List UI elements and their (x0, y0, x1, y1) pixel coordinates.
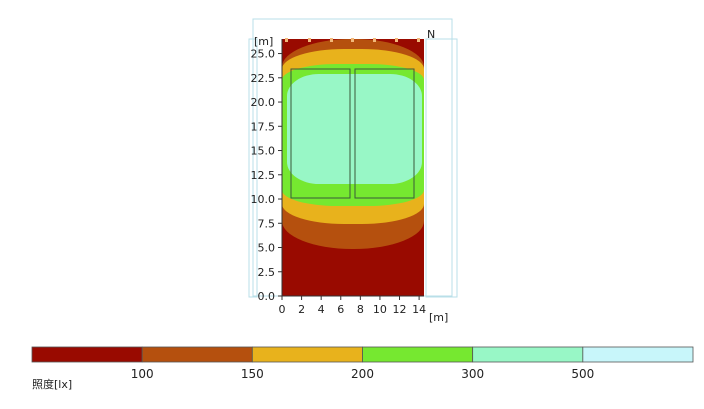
legend-swatch (31, 346, 143, 363)
x-axis-ticks: 0 2 4 6 8 10 12 14 (279, 296, 426, 316)
legend-tick-label: 500 (571, 367, 594, 381)
x-tick-label: 4 (318, 303, 325, 316)
x-tick-label: 14 (412, 303, 426, 316)
legend-tick-label: 150 (241, 367, 264, 381)
top-edge-marker (351, 38, 354, 42)
y-tick-label: 2.5 (258, 266, 276, 279)
y-tick-label: 12.5 (251, 169, 276, 182)
legend-title: 照度[lx] (32, 377, 72, 391)
legend-swatch (362, 346, 474, 363)
legend-swatch (582, 346, 694, 363)
x-tick-label: 12 (393, 303, 407, 316)
legend-tick-label: 100 (131, 367, 154, 381)
x-tick-label: 2 (298, 303, 305, 316)
top-edge-marker (330, 38, 333, 42)
x-tick-label: 10 (373, 303, 387, 316)
wall-right-outline (425, 38, 458, 298)
y-axis-ticks: 0.0 2.5 5.0 7.5 10.0 12.5 15.0 17.5 20.0 22.5 25.0 (251, 48, 282, 303)
luminaire-area-left (290, 68, 351, 199)
y-tick-label: 0.0 (258, 290, 276, 303)
y-tick-label: 17.5 (251, 120, 276, 133)
top-edge-markers (285, 38, 420, 42)
y-tick-label: 7.5 (258, 217, 276, 230)
y-tick-label: 10.0 (251, 193, 276, 206)
legend-swatch (141, 346, 253, 363)
legend-tick-label: 200 (351, 367, 374, 381)
wall-left-outline (248, 38, 258, 298)
y-axis-unit-label: [m] (254, 35, 273, 48)
x-tick-label: 0 (279, 303, 286, 316)
color-legend: 100 150 200 300 500 (31, 346, 694, 381)
legend-swatch (251, 346, 363, 363)
x-tick-label: 6 (337, 303, 344, 316)
legend-swatch (472, 346, 584, 363)
y-tick-label: 15.0 (251, 145, 276, 158)
top-edge-marker (395, 38, 398, 42)
y-tick-label: 20.0 (251, 96, 276, 109)
y-tick-label: 25.0 (251, 48, 276, 61)
top-edge-marker (285, 38, 288, 42)
legend-tick-label: 300 (461, 367, 484, 381)
y-tick-label: 5.0 (258, 242, 276, 255)
top-edge-marker (373, 38, 376, 42)
top-edge-marker (308, 38, 311, 42)
x-tick-label: 8 (357, 303, 364, 316)
x-axis-unit-label: [m] (429, 311, 448, 324)
luminaire-area-right (354, 68, 415, 199)
contour-layer (282, 39, 424, 296)
y-tick-label: 22.5 (251, 72, 276, 85)
top-edge-marker (417, 38, 420, 42)
north-indicator: N (427, 28, 435, 41)
